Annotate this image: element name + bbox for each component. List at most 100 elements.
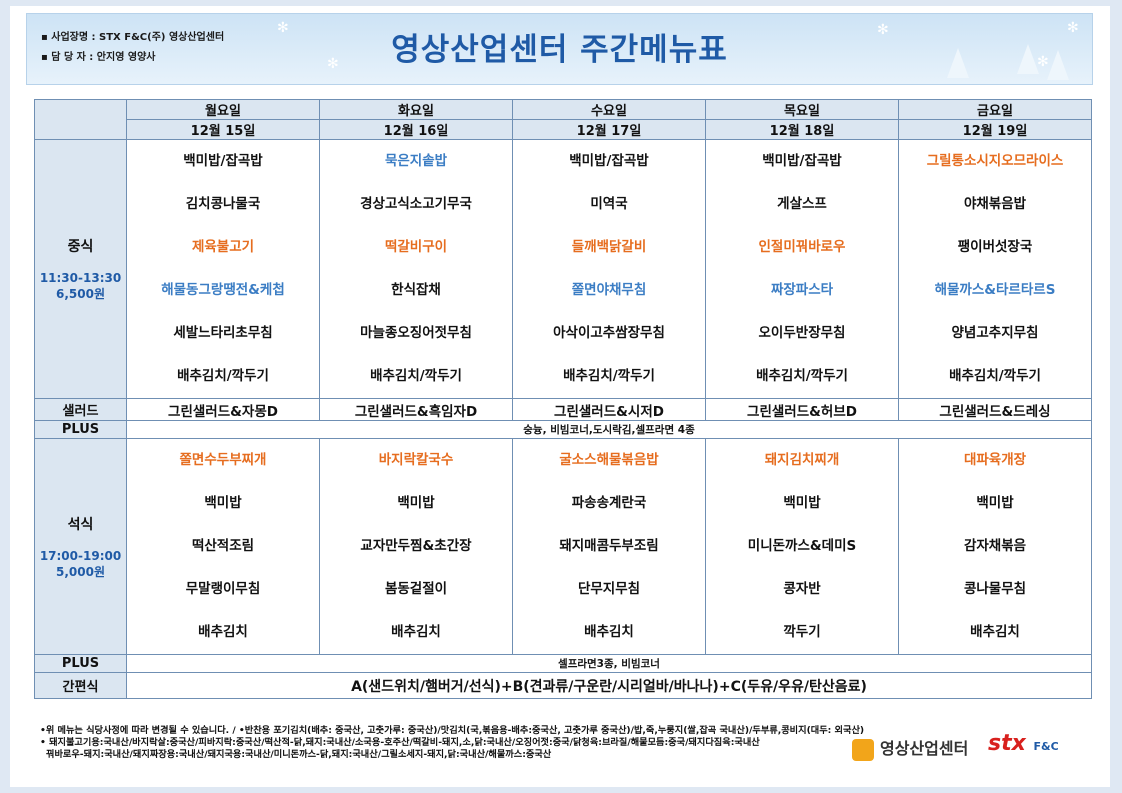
dinner-menu-item: 백미밥 xyxy=(976,495,1014,511)
center-logo-icon xyxy=(852,738,874,761)
salad-item: 그린샐러드&자몽D xyxy=(126,398,320,421)
dinner-menu-item: 봄동겉절이 xyxy=(384,581,448,597)
dinner-menu-item: 깍두기 xyxy=(783,624,821,640)
dinner-menu-item: 배추김치 xyxy=(391,624,441,640)
lunch-menu-item: 마늘종오징어젓무침 xyxy=(360,325,472,341)
dinner-menu-item: 미니돈까스&데미S xyxy=(747,538,857,554)
info-line-2: ▪ 담 당 자 : 안지영 영양사 xyxy=(41,52,156,63)
tree-icon xyxy=(1017,44,1039,74)
page-title: 영상산업센터 주간메뉴표 xyxy=(391,32,728,68)
corner-cell xyxy=(34,99,127,140)
lunch-menu-item: 백미밥/잡곡밥 xyxy=(762,153,842,169)
dinner-menu-item: 쫄면수두부찌개 xyxy=(179,452,267,468)
lunch-menu-item: 백미밥/잡곡밥 xyxy=(569,153,649,169)
salad-item: 그린샐러드&허브D xyxy=(705,398,899,421)
dinner-menu-item: 무말랭이무침 xyxy=(185,581,261,597)
lunch-menu-item: 들깨백닭갈비 xyxy=(571,239,647,255)
info-business-name: 사업장명 : STX F&C(주) 영상산업센터 xyxy=(51,32,225,43)
snowflake-icon: ✻ xyxy=(1037,54,1049,70)
dinner-menu-item: 백미밥 xyxy=(397,495,435,511)
plus-label: PLUS xyxy=(34,654,127,673)
lunch-menu-cell: 그릴통소시지오므라이스 야채볶음밥 팽이버섯장국 해물까스&타르타르S 양념고추지무침 배… xyxy=(898,139,1092,399)
lunch-menu-item: 떡갈비구이 xyxy=(384,239,448,255)
lunch-menu-item: 백미밥/잡곡밥 xyxy=(183,153,263,169)
salad-item: 그린샐러드&드레싱 xyxy=(898,398,1092,421)
day-name: 수요일 xyxy=(591,104,627,119)
lunch-menu-item: 양념고추지무침 xyxy=(951,325,1039,341)
dinner-menu-item: 배추김치 xyxy=(198,624,248,640)
date-header: 12월 17일 xyxy=(512,119,706,140)
date-text: 12월 15일 xyxy=(190,124,256,139)
lunch-menu-item: 묵은지솥밥 xyxy=(384,153,448,169)
lunch-menu-item: 팽이버섯장국 xyxy=(957,239,1033,255)
dinner-menu-item: 파송송계란국 xyxy=(571,495,647,511)
lunch-menu-item: 해물까스&타르타르S xyxy=(934,282,1056,298)
snack-text: A(샌드위치/햄버거/선식)+B(견과류/구운란/시리얼바/바나나)+C(두유/… xyxy=(126,672,1092,699)
dinner-menu-cell: 대파육개장 백미밥 감자채볶음 콩나물무침 배추김치 xyxy=(898,438,1092,655)
lunch-menu-item: 김치콩나물국 xyxy=(185,196,261,212)
date-header: 12월 19일 xyxy=(898,119,1092,140)
dinner-menu-item: 백미밥 xyxy=(204,495,242,511)
lunch-menu-item: 야채볶음밥 xyxy=(963,196,1027,212)
tree-icon xyxy=(1047,50,1069,80)
day-header: 금요일 xyxy=(898,99,1092,120)
plus-label: PLUS xyxy=(34,420,127,439)
dinner-menu-item: 감자채볶음 xyxy=(963,538,1027,554)
day-header: 수요일 xyxy=(512,99,706,120)
lunch-time: 11:30-13:30 xyxy=(39,271,122,285)
lunch-menu-item: 한식잡채 xyxy=(391,282,441,298)
salad-item: 그린샐러드&흑임자D xyxy=(319,398,513,421)
center-logo-text: 영상산업센터 xyxy=(880,739,969,758)
dinner-menu-cell: 돼지김치찌개 백미밥 미니돈까스&데미S 콩자반 깍두기 xyxy=(705,438,899,655)
snowflake-icon: ✻ xyxy=(327,56,339,72)
dinner-label: 석식 xyxy=(67,516,94,533)
dinner-menu-item: 단무지무침 xyxy=(577,581,641,597)
dinner-menu-item: 굴소스해물볶음밥 xyxy=(559,452,659,468)
lunch-menu-cell: 백미밥/잡곡밥 게살스프 인절미꿔바로우 짜장파스타 오이두반장무침 배추김치/깍두기 xyxy=(705,139,899,399)
dinner-label-cell: 석식 17:00-19:00 5,000원 xyxy=(34,438,127,655)
dinner-price: 5,000원 xyxy=(56,564,105,579)
stx-logo-sub: F&C xyxy=(1033,740,1059,753)
dinner-menu-item: 떡산적조림 xyxy=(191,538,255,554)
snack-label: 간편식 xyxy=(34,672,127,699)
snowflake-icon: ✻ xyxy=(277,20,289,36)
date-header: 12월 15일 xyxy=(126,119,320,140)
dinner-menu-item: 돼지매콤두부조림 xyxy=(559,538,659,554)
lunch-menu-item: 배추김치/깍두기 xyxy=(563,368,655,384)
dinner-menu-item: 돼지김치찌개 xyxy=(764,452,840,468)
lunch-menu-item: 인절미꿔바로우 xyxy=(758,239,846,255)
dinner-menu-item: 콩나물무침 xyxy=(963,581,1027,597)
lunch-menu-item: 배추김치/깍두기 xyxy=(370,368,462,384)
plus-dinner-text: 셀프라면3종, 비빔코너 xyxy=(126,654,1092,673)
date-text: 12월 19일 xyxy=(962,124,1028,139)
lunch-menu-item: 그릴통소시지오므라이스 xyxy=(926,153,1064,169)
dinner-menu-item: 콩자반 xyxy=(783,581,821,597)
lunch-menu-item: 쫄면야채무침 xyxy=(571,282,647,298)
tree-icon xyxy=(947,48,969,78)
weekly-menu-table: 월요일 화요일 수요일 목요일 금요일 12월 15일 12월 16일 12월 … xyxy=(34,99,1092,699)
snowflake-icon: ✻ xyxy=(877,22,889,38)
lunch-menu-item: 세발느타리초무침 xyxy=(173,325,273,341)
dinner-menu-item: 배추김치 xyxy=(584,624,634,640)
center-logo: 영상산업센터 xyxy=(852,735,968,761)
lunch-menu-item: 게살스프 xyxy=(777,196,827,212)
header-info: ▪ 사업장명 : STX F&C(주) 영상산업센터 ▪ 담 당 자 : 안지영… xyxy=(41,28,224,68)
lunch-menu-item: 미역국 xyxy=(590,196,628,212)
salad-label: 샐러드 xyxy=(34,398,127,421)
info-line-1: ▪ 사업장명 : STX F&C(주) 영상산업센터 xyxy=(41,32,225,43)
plus-lunch-text: 숭늉, 비빔코너,도시락김,셀프라면 4종 xyxy=(126,420,1092,439)
footer-note: • 돼지불고기용:국내산/바지락살:중국산/피바지락:중국산/떡산적-닭,돼지:… xyxy=(40,737,760,748)
date-header: 12월 16일 xyxy=(319,119,513,140)
stx-logo-text: stx xyxy=(988,731,1026,756)
dinner-menu-item: 바지락칼국수 xyxy=(378,452,454,468)
snowflake-icon: ✻ xyxy=(1067,20,1079,36)
lunch-menu-item: 제육불고기 xyxy=(191,239,255,255)
lunch-menu-item: 오이두반장무침 xyxy=(758,325,846,341)
lunch-menu-cell: 백미밥/잡곡밥 미역국 들깨백닭갈비 쫄면야채무침 아삭이고추쌈장무침 배추김치/깍두기 xyxy=(512,139,706,399)
lunch-price: 6,500원 xyxy=(56,287,105,301)
lunch-label: 중식 xyxy=(67,239,94,255)
date-text: 12월 17일 xyxy=(576,124,642,139)
date-text: 12월 18일 xyxy=(769,124,835,139)
